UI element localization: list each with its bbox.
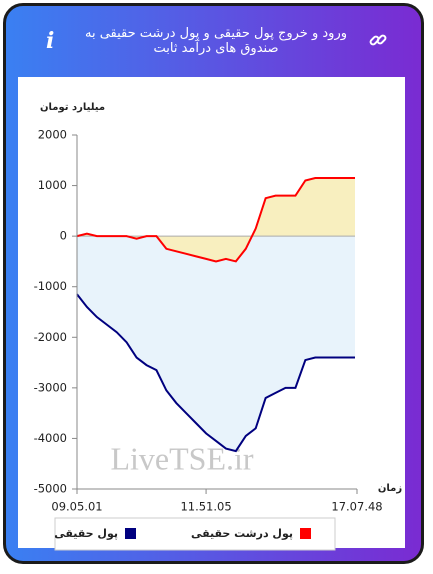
y-axis-title: میلیارد تومان xyxy=(40,102,105,113)
series-line xyxy=(76,176,355,263)
link-icon[interactable] xyxy=(368,30,388,50)
x-tick-label: 17.07.48 xyxy=(331,500,382,514)
legend xyxy=(54,517,336,551)
x-axis-title: زمان xyxy=(378,483,402,494)
y-tick-label: 2000 xyxy=(38,128,67,142)
series-line xyxy=(76,293,355,453)
legend-swatch xyxy=(125,528,136,539)
y-tick-label: -1000 xyxy=(34,279,67,293)
legend-label: پول درشت حقیقی xyxy=(191,527,293,540)
info-icon[interactable]: i xyxy=(46,28,55,54)
x-tick-label: 09.05.01 xyxy=(51,500,102,514)
plot xyxy=(76,176,355,453)
y-tick-label: -2000 xyxy=(34,330,67,344)
y-tick-label: 0 xyxy=(60,229,67,243)
y-tick-label: -4000 xyxy=(34,431,67,445)
y-tick-label: -5000 xyxy=(34,482,67,496)
chart-title: ورود و خروج پول حقیقی و پول درشت حقیقی ب… xyxy=(84,26,347,56)
y-tick-label: 1000 xyxy=(38,178,67,192)
legend-label: پول حقیقی xyxy=(54,527,118,540)
legend-swatch xyxy=(300,528,311,539)
y-tick-label: -3000 xyxy=(34,380,67,394)
x-tick-label: 11.51.05 xyxy=(180,500,231,514)
area-fill xyxy=(77,236,355,452)
area-fill xyxy=(77,177,355,262)
